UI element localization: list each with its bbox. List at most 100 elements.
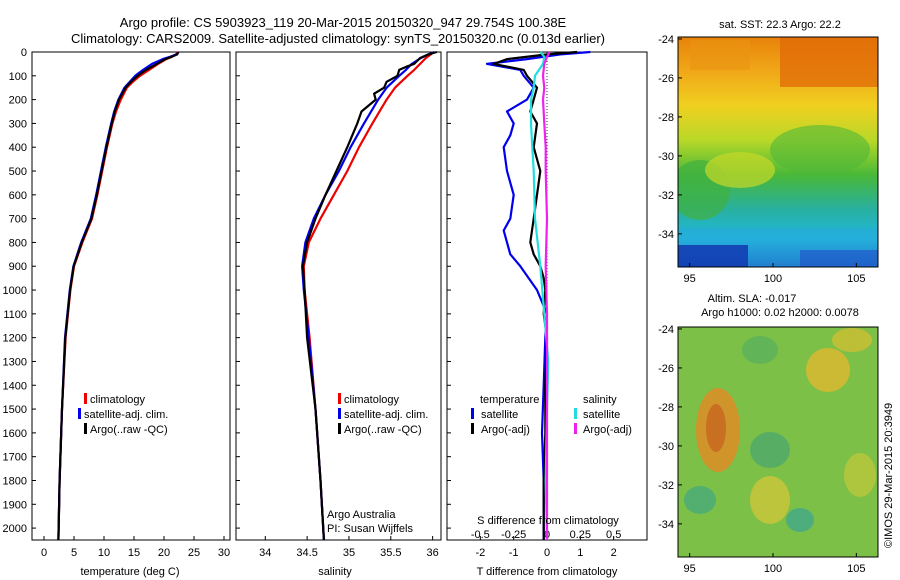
series-line-climatology xyxy=(57,51,179,541)
depth-tick-label: 1400 xyxy=(3,380,27,392)
series-line-salinity-argo-adj xyxy=(541,51,551,540)
depth-tick-label: 1000 xyxy=(3,285,27,297)
legend-swatch-argo xyxy=(338,423,341,434)
depth-tick-label: 1300 xyxy=(3,356,27,368)
sst-map xyxy=(678,37,878,267)
x-tick-label: 30 xyxy=(218,547,230,559)
figure-title-line2: Climatology: CARS2009. Satellite-adjuste… xyxy=(71,31,605,46)
x-tick-label: 36 xyxy=(427,547,439,559)
sst-warm-patch xyxy=(780,37,878,87)
depth-tick-label: 900 xyxy=(9,261,27,273)
legend-label-satellite-adj: satellite-adj. clim. xyxy=(84,409,168,421)
sst-map-title: sat. SST: 22.3 Argo: 22.2 xyxy=(719,19,841,31)
legend-swatch-satellite-adj xyxy=(78,408,81,419)
map-x-tick-label: 100 xyxy=(764,563,782,575)
map-y-tick-label: -30 xyxy=(658,151,674,163)
sst-cold-patch xyxy=(678,245,748,267)
sla-map-title: Altim. SLA: -0.017 xyxy=(708,293,797,305)
series-line-satellite-adj-clim xyxy=(301,50,435,541)
difference-legend: temperature salinity satellite Argo(-adj… xyxy=(471,394,632,436)
legend-swatch-s-satellite xyxy=(574,408,577,419)
sla-low-patch xyxy=(750,432,790,468)
depth-tick-label: 700 xyxy=(9,214,27,226)
depth-tick-label: 200 xyxy=(9,95,27,107)
x-tick-label: 5 xyxy=(71,547,77,559)
s-tick-label: -0.5 xyxy=(471,529,490,541)
sla-map-subtitle: Argo h1000: 0.02 h2000: 0.0078 xyxy=(701,307,859,319)
map-x-tick-label: 95 xyxy=(684,563,696,575)
depth-tick-label: 1700 xyxy=(3,452,27,464)
depth-tick-label: 800 xyxy=(9,237,27,249)
map-y-tick-label: -26 xyxy=(658,363,674,375)
legend-label-climatology: climatology xyxy=(344,394,400,406)
salinity-panel-frame xyxy=(235,51,442,541)
map-y-tick-label: -26 xyxy=(658,73,674,85)
x-tick-label: 2 xyxy=(611,547,617,559)
annotation-argo-australia: Argo Australia xyxy=(327,509,396,521)
s-difference-axis-label: S difference from climatology xyxy=(477,515,619,527)
salinity-legend: climatology satellite-adj. clim. Argo(..… xyxy=(338,393,428,436)
sst-yellow-patch xyxy=(705,152,775,188)
temperature-panel: 0 5 10 15 20 25 30 xyxy=(41,51,230,559)
x-tick-label: 15 xyxy=(128,547,140,559)
legend-label-climatology: climatology xyxy=(90,394,146,406)
map-x-tick-label: 105 xyxy=(847,273,865,285)
x-tick-label: 34.5 xyxy=(296,547,317,559)
annotation-pi-name: PI: Susan Wijffels xyxy=(327,523,413,535)
map-y-tick-label: -34 xyxy=(658,519,674,531)
legend-label-t-argo: Argo(-adj) xyxy=(481,424,530,436)
depth-tick-label: 100 xyxy=(9,71,27,83)
legend-swatch-t-argo xyxy=(471,423,474,434)
map-y-tick-label: -28 xyxy=(658,112,674,124)
legend-label-argo: Argo(..raw -QC) xyxy=(90,424,168,436)
salinity-panel: 34 34.5 35 35.5 36 xyxy=(259,50,439,559)
legend-label-s-argo: Argo(-adj) xyxy=(583,424,632,436)
map-y-tick-label: -24 xyxy=(658,324,674,336)
legend-swatch-climatology xyxy=(338,393,341,404)
series-line-argo-raw-qc xyxy=(301,50,438,541)
sst-warm-patch xyxy=(690,40,750,70)
series-line-satellite-adj-clim xyxy=(57,51,180,541)
legend-title-salinity: salinity xyxy=(583,394,617,406)
figure-title-line1: Argo profile: CS 5903923_119 20-Mar-2015… xyxy=(120,15,567,30)
x-tick-label: -1 xyxy=(509,547,519,559)
legend-label-t-satellite: satellite xyxy=(481,409,518,421)
legend-swatch-satellite-adj xyxy=(338,408,341,419)
salinity-axis-label: salinity xyxy=(318,566,352,578)
series-line-climatology xyxy=(302,51,434,541)
sla-map xyxy=(678,327,878,557)
legend-title-temperature: temperature xyxy=(480,394,539,406)
x-tick-label: 34 xyxy=(259,547,271,559)
map-x-tick-label: 100 xyxy=(764,273,782,285)
x-tick-label: 0 xyxy=(41,547,47,559)
sla-low-patch xyxy=(684,486,716,514)
depth-tick-label: 1800 xyxy=(3,475,27,487)
legend-swatch-s-argo xyxy=(574,423,577,434)
x-tick-label: 20 xyxy=(158,547,170,559)
x-tick-label: 25 xyxy=(188,547,200,559)
depth-tick-label: 1200 xyxy=(3,333,27,345)
map-y-tick-label: -34 xyxy=(658,229,674,241)
sla-low-patch xyxy=(742,336,778,364)
series-line-argo-raw-qc xyxy=(57,51,180,541)
map-y-tick-label: -28 xyxy=(658,402,674,414)
depth-tick-label: 400 xyxy=(9,142,27,154)
s-tick-label: 0.25 xyxy=(570,529,591,541)
sst-map-frame xyxy=(677,36,879,268)
sst-cold-patch xyxy=(800,250,878,267)
depth-tick-label: 2000 xyxy=(3,523,27,535)
x-tick-label: 10 xyxy=(98,547,110,559)
sla-high-patch xyxy=(806,348,850,392)
depth-tick-label: 300 xyxy=(9,118,27,130)
depth-tick-label: 1100 xyxy=(3,309,27,321)
sla-map-frame xyxy=(677,326,879,558)
legend-label-argo: Argo(..raw -QC) xyxy=(344,424,422,436)
x-tick-label: -2 xyxy=(475,547,485,559)
sla-high-core xyxy=(706,404,726,452)
difference-panel: -2 -1 0 1 2-0.5 -0.25 0 0.25 0.5 xyxy=(471,50,621,559)
map-y-tick-label: -24 xyxy=(658,34,674,46)
x-tick-label: 1 xyxy=(577,547,583,559)
imos-credit: ©IMOS 29-Mar-2015 20:3949 xyxy=(883,403,895,548)
map-y-tick-label: -32 xyxy=(658,190,674,202)
s-tick-label: 0.5 xyxy=(606,529,621,541)
